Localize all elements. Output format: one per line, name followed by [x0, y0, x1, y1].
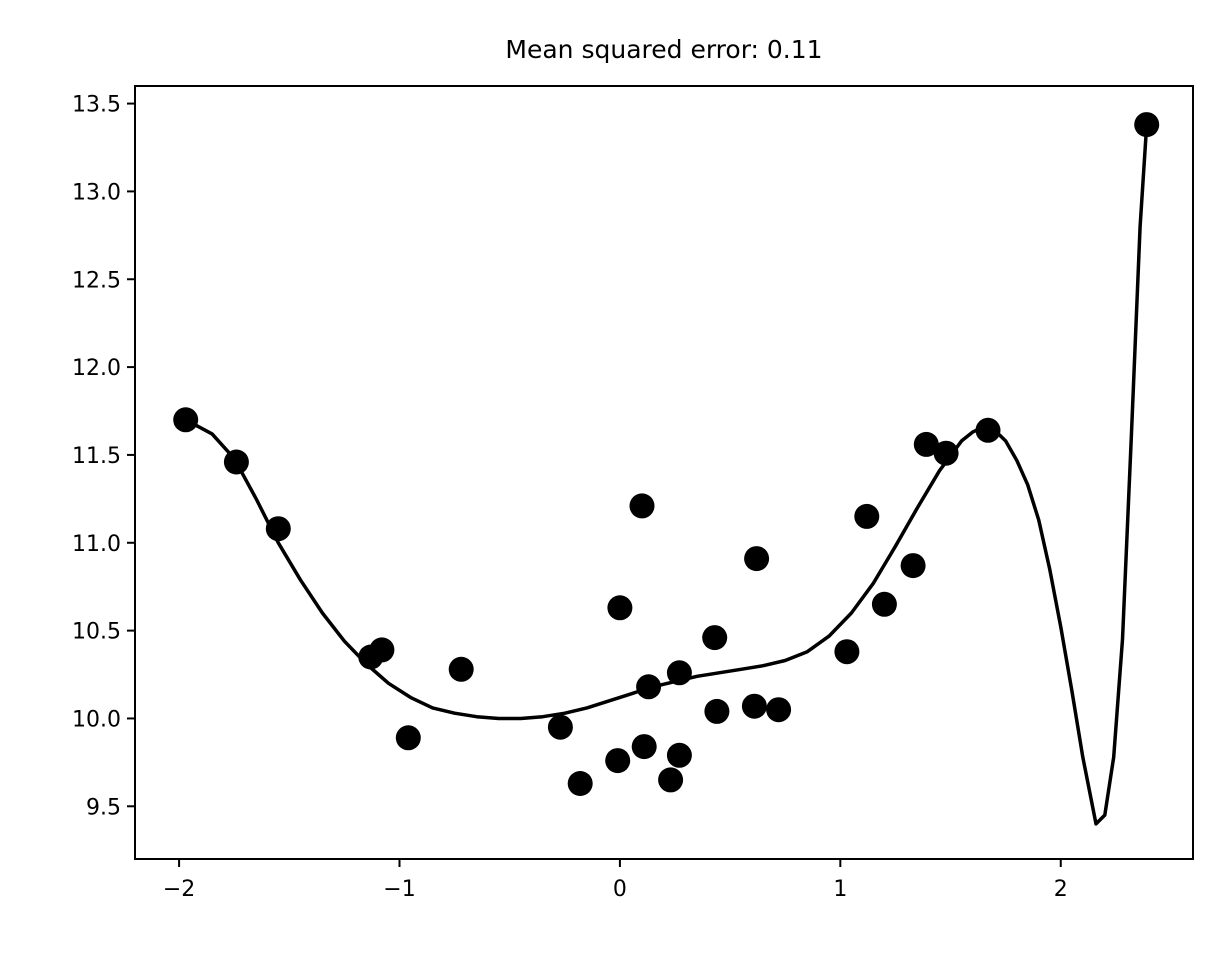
x-tick-label: 1 — [833, 877, 847, 902]
data-point — [702, 625, 728, 651]
x-tick-label: 2 — [1054, 877, 1068, 902]
data-point — [975, 417, 1001, 443]
data-point — [666, 660, 692, 686]
y-tick-label: 10.5 — [72, 620, 121, 645]
data-point — [636, 674, 662, 700]
data-point — [547, 714, 573, 740]
x-tick-label: −1 — [383, 877, 415, 902]
plot-area-frame — [134, 85, 1194, 860]
data-point — [871, 591, 897, 617]
data-point — [223, 449, 249, 475]
x-axis-ticks: −2 −1 0 1 2 — [163, 859, 1068, 902]
y-tick-label: 11.0 — [72, 532, 121, 557]
data-point — [900, 553, 926, 579]
y-tick-label: 10.0 — [72, 707, 121, 732]
y-axis-ticks: 9.5 10.0 10.5 11.0 11.5 12.0 12.5 13.0 13.5 — [72, 93, 135, 820]
data-point — [913, 431, 939, 457]
data-point — [369, 637, 395, 663]
y-tick-label: 9.5 — [86, 795, 121, 820]
data-point — [173, 407, 199, 433]
data-point — [741, 693, 767, 719]
data-point — [567, 771, 593, 796]
data-point — [631, 734, 657, 760]
data-point — [395, 725, 421, 751]
chart-title: Mean squared error: 0.11 — [505, 35, 822, 64]
fit-curve-line — [184, 124, 1149, 826]
y-tick-label: 13.0 — [72, 180, 121, 205]
data-point — [629, 493, 655, 519]
data-point — [607, 595, 633, 621]
y-tick-label: 13.5 — [72, 93, 121, 118]
y-tick-label: 11.5 — [72, 444, 121, 469]
plot-content — [173, 112, 1160, 826]
y-tick-label: 12.5 — [72, 268, 121, 293]
x-tick-label: 0 — [613, 877, 627, 902]
data-point — [704, 698, 730, 724]
data-point — [834, 639, 860, 665]
data-point — [448, 656, 474, 682]
y-tick-label: 12.0 — [72, 356, 121, 381]
data-point — [933, 440, 959, 466]
data-point — [1134, 112, 1160, 138]
data-point — [605, 748, 631, 774]
data-point — [854, 503, 880, 529]
data-point — [744, 546, 770, 572]
data-point — [666, 742, 692, 768]
x-tick-label: −2 — [163, 877, 195, 902]
data-point — [265, 516, 291, 542]
data-point — [658, 767, 684, 793]
data-point — [766, 697, 792, 723]
